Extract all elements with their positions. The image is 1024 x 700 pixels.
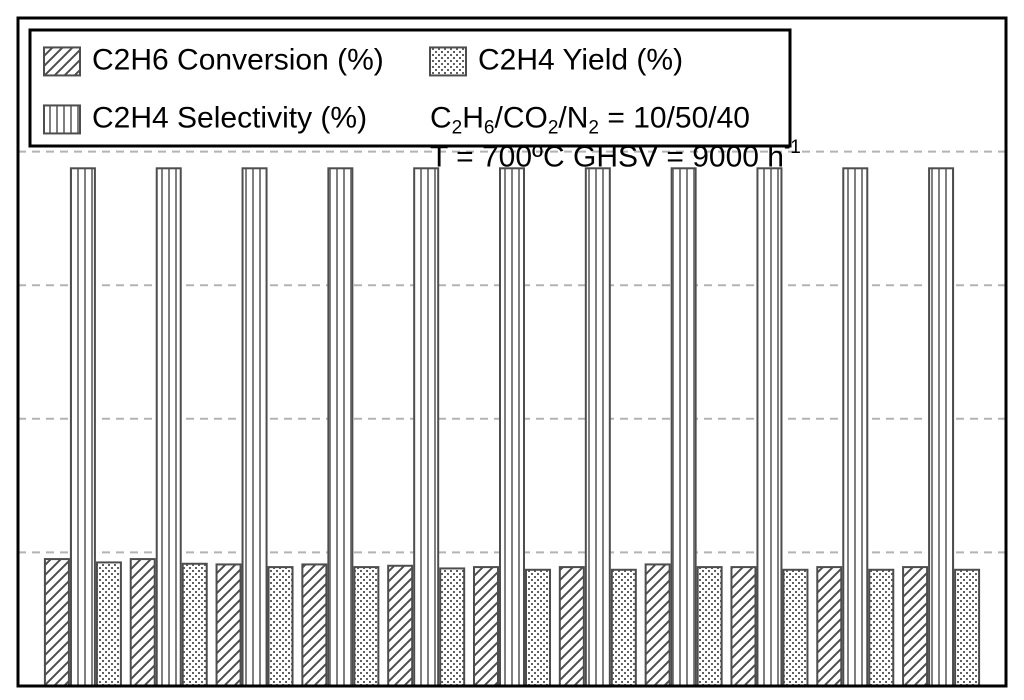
legend-yield-swatch bbox=[430, 47, 466, 75]
bar-yield bbox=[97, 562, 121, 686]
bar-selectivity bbox=[929, 168, 953, 686]
bar-yield bbox=[526, 570, 550, 686]
bar-chart: C2H6 Conversion (%) C2H4 Yield (%) C2H4 Se… bbox=[0, 0, 1024, 700]
bar-conversion bbox=[903, 567, 927, 686]
bar-yield bbox=[269, 567, 293, 686]
bar-yield bbox=[869, 570, 893, 686]
bar-selectivity bbox=[843, 168, 867, 686]
bar-conversion bbox=[646, 564, 670, 686]
bar-conversion bbox=[560, 567, 584, 686]
bar-selectivity bbox=[243, 168, 267, 686]
bar-selectivity bbox=[757, 168, 781, 686]
bar-selectivity bbox=[500, 168, 524, 686]
bar-conversion bbox=[731, 567, 755, 686]
legend-yield-label: C2H4 Yield (%) bbox=[478, 43, 683, 76]
bar-yield bbox=[612, 570, 636, 686]
annotation-line2: T = 700ºC GHSV = 9000 h-1 bbox=[430, 137, 801, 174]
bar-conversion bbox=[388, 566, 412, 686]
bar-yield bbox=[783, 570, 807, 686]
bar-selectivity bbox=[586, 168, 610, 686]
bar-selectivity bbox=[414, 168, 438, 686]
bar-conversion bbox=[45, 559, 69, 686]
legend-conversion-label: C2H6 Conversion (%) bbox=[92, 43, 384, 76]
bar-selectivity bbox=[328, 168, 352, 686]
bar-conversion bbox=[817, 567, 841, 686]
bar-yield bbox=[955, 570, 979, 686]
chart-container: C2H6 Conversion (%) C2H4 Yield (%) C2H4 Se… bbox=[0, 0, 1024, 700]
bar-selectivity bbox=[157, 168, 181, 686]
bar-yield bbox=[698, 567, 722, 686]
bar-yield bbox=[440, 568, 464, 686]
legend-conversion-swatch bbox=[44, 47, 80, 75]
bar-yield bbox=[183, 564, 207, 686]
bar-conversion bbox=[474, 567, 498, 686]
legend-selectivity-label: C2H4 Selectivity (%) bbox=[92, 101, 367, 134]
bar-conversion bbox=[217, 564, 241, 686]
bar-yield bbox=[354, 567, 378, 686]
bar-conversion bbox=[131, 559, 155, 686]
legend-selectivity-swatch bbox=[44, 105, 80, 133]
bar-selectivity bbox=[672, 168, 696, 686]
bar-conversion bbox=[302, 564, 326, 686]
bar-selectivity bbox=[71, 168, 95, 686]
